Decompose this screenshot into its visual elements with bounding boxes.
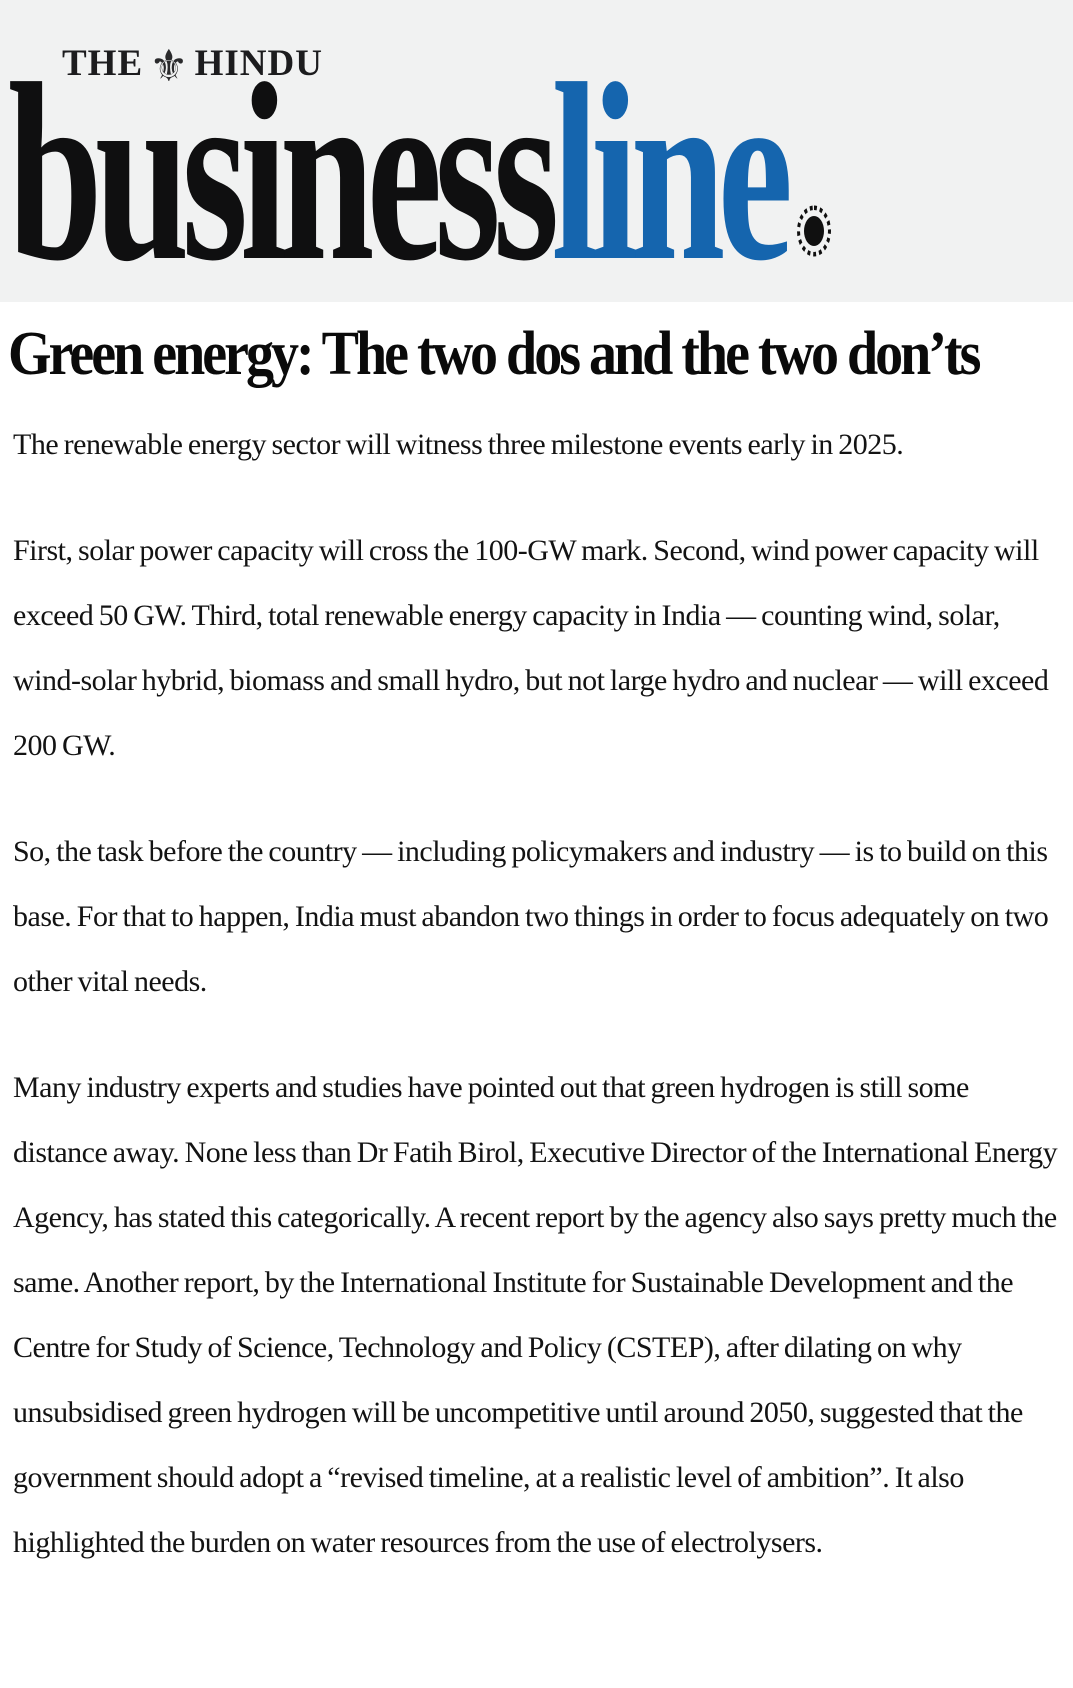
businessline-logo[interactable]: THE ⚜ HINDU businessline [0, 0, 1073, 302]
article-body: Green energy: The two dos and the two do… [0, 302, 1073, 1615]
brand-line: line [551, 31, 794, 302]
paragraph-milestones: First, solar power capacity will cross t… [13, 534, 1049, 762]
paragraph-hydrogen: Many industry experts and studies have p… [13, 1071, 1058, 1559]
the-hindu-wordmark: THE ⚜ HINDU [62, 41, 323, 92]
brand-business: business [8, 31, 559, 302]
registered-dot-core [804, 216, 825, 246]
article-headline: Green energy: The two dos and the two do… [8, 318, 981, 389]
the-hindu-pre: THE [62, 43, 144, 84]
the-hindu-post: HINDU [194, 43, 323, 84]
masthead: THE ⚜ HINDU businessline [0, 0, 1073, 302]
paragraph-intro: The renewable energy sector will witness… [13, 428, 904, 461]
registered-dot-icon [797, 205, 832, 257]
paragraph-task: So, the task before the country — includ… [13, 835, 1049, 998]
businessline-wordmark: businessline [8, 45, 832, 300]
